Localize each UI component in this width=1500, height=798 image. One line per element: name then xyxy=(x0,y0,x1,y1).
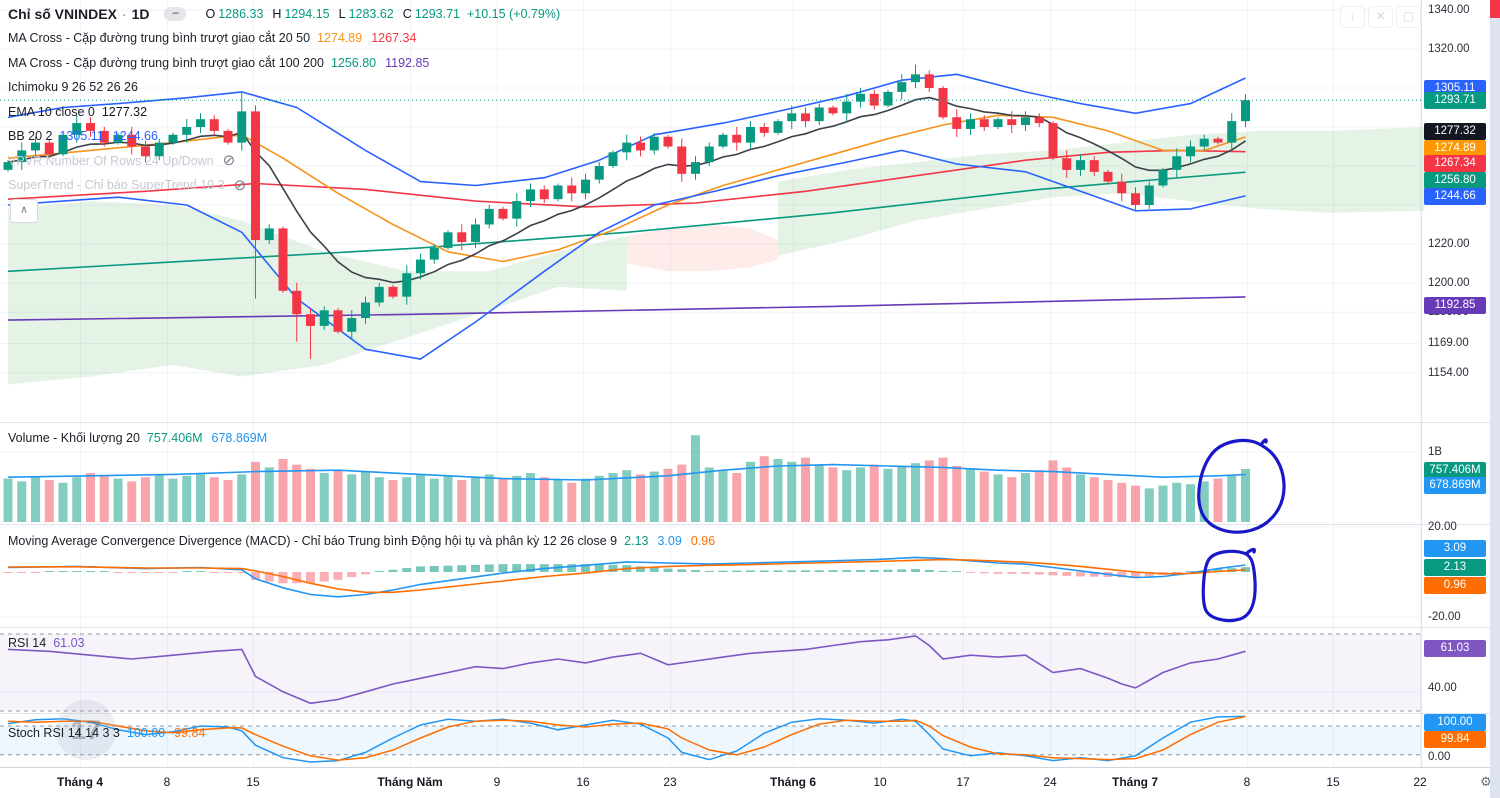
stoch-d-line xyxy=(7,715,1246,761)
axis-label: 1320.00 xyxy=(1428,43,1470,55)
main-indicators-legend: Chỉ số VNINDEX · 1D − O 1286.33 H 1294.15 … xyxy=(8,2,560,198)
scrollbar-marker xyxy=(1490,0,1500,18)
price-badge: 1274.89 xyxy=(1424,139,1486,157)
time-axis-label: Tháng 6 xyxy=(769,775,817,789)
price-badge: 1267.34 xyxy=(1424,154,1486,172)
macd-line xyxy=(7,556,1246,598)
interval-label[interactable]: 1D xyxy=(131,6,150,22)
time-axis-label: Tháng 7 xyxy=(1111,775,1159,789)
time-axis-label: 24 xyxy=(1043,775,1057,789)
indicator-row-ichimoku[interactable]: Ichimoku 9 26 52 26 26 xyxy=(8,80,138,95)
price-badge: 1192.85 xyxy=(1424,296,1486,314)
axis-label: 1200.00 xyxy=(1428,277,1470,289)
drawing-annotations xyxy=(1197,438,1286,623)
macd-signal-line xyxy=(7,558,1246,594)
axis-label: 1220.00 xyxy=(1428,238,1470,250)
price-badge: 3.09 xyxy=(1424,539,1486,557)
indicator-row-ma-cross-100-200[interactable]: MA Cross - Cặp đường trung bình trượt gi… xyxy=(8,55,430,70)
symbol-title[interactable]: Chỉ số VNINDEX xyxy=(8,6,117,22)
axis-label: -20.00 xyxy=(1428,611,1461,623)
time-axis-label: 8 xyxy=(163,775,171,789)
macd-legend[interactable]: Moving Average Convergence Divergence (M… xyxy=(8,534,716,548)
axis-label: 1B xyxy=(1428,446,1443,458)
axis-label: 1340.00 xyxy=(1428,4,1470,16)
candlestick-series xyxy=(3,64,1250,360)
title-separator: · xyxy=(121,6,127,22)
ma20-line xyxy=(7,114,1246,263)
price-badge: 1256.80 xyxy=(1424,171,1486,189)
indicator-row-ema[interactable]: EMA 10 close 0 1277.32 xyxy=(8,104,148,119)
bb_lower-line xyxy=(7,149,1246,360)
axis-label: 40.00 xyxy=(1428,682,1457,694)
broker-watermark: 17 xyxy=(56,700,116,760)
maximize-pane-button[interactable]: ▢ xyxy=(1396,6,1421,28)
time-axis-label: 9 xyxy=(493,775,501,789)
price-badge: 61.03 xyxy=(1424,639,1486,657)
time-axis-label: 15 xyxy=(1326,775,1340,789)
time-axis-label: 17 xyxy=(956,775,970,789)
ma200-line xyxy=(7,296,1246,321)
indicator-row-vpvr[interactable]: VPVR Number Of Rows 24 Up/Down ⊘ xyxy=(8,152,236,170)
time-axis-label: 15 xyxy=(246,775,260,789)
price-badge: 678.869M xyxy=(1424,476,1486,494)
price-axis[interactable]: 1340.001320.001220.001200.001185.001169.… xyxy=(1421,0,1491,767)
price-change: +10.15 (+0.79%) xyxy=(466,7,561,21)
price-badge: 0.96 xyxy=(1424,576,1486,594)
time-axis-label: Tháng Năm xyxy=(377,775,443,789)
axis-label: 20.00 xyxy=(1428,521,1457,533)
ichimoku-cloud xyxy=(8,127,1425,385)
visibility-off-icon[interactable]: ⊘ xyxy=(222,152,236,170)
ohlc-values: O 1286.33 H 1294.15 L 1283.62 C 1293.71 +10.… xyxy=(205,7,561,21)
minus-button[interactable]: − xyxy=(164,7,187,21)
gridlines xyxy=(0,0,1421,766)
time-axis-label: 10 xyxy=(873,775,887,789)
time-settings-gear-icon[interactable]: ⚙ xyxy=(1480,774,1492,789)
price-badge: 1293.71 xyxy=(1424,91,1486,109)
indicator-row-supertrend[interactable]: SuperTrend - Chỉ báo SuperTrend 10 3 ⊘ xyxy=(8,176,247,194)
price-badge: 100.00 xyxy=(1424,713,1486,731)
axis-label: 0.00 xyxy=(1428,751,1451,763)
volume-legend[interactable]: Volume - Khối lượng 20 757.406M 678.869M xyxy=(8,431,268,445)
price-badge: 1277.32 xyxy=(1424,122,1486,140)
time-axis-label: Tháng 4 xyxy=(56,775,104,789)
volume-ma-line xyxy=(7,463,1246,481)
price-badge: 757.406M xyxy=(1424,461,1486,479)
time-axis-label: 8 xyxy=(1243,775,1251,789)
time-axis-label: 16 xyxy=(576,775,590,789)
drawn-ellipse[interactable] xyxy=(1201,547,1257,623)
price-badge: 99.84 xyxy=(1424,730,1486,748)
time-axis-label: 23 xyxy=(663,775,677,789)
indicator-row-bb[interactable]: BB 20 2 1305.11 1244.66 xyxy=(8,129,158,144)
stoch-k-line xyxy=(7,715,1246,763)
price-badge: 1244.66 xyxy=(1424,187,1486,205)
time-axis-label: 22 xyxy=(1413,775,1427,789)
rsi-line xyxy=(7,635,1246,705)
axis-label: 1154.00 xyxy=(1428,366,1469,379)
rsi-series xyxy=(0,633,1421,712)
macd-series xyxy=(3,556,1250,598)
rsi-legend[interactable]: RSI 14 61.03 xyxy=(8,636,85,650)
right-scrollbar[interactable] xyxy=(1490,0,1500,798)
symbol-legend-row[interactable]: Chỉ số VNINDEX · 1D − O 1286.33 H 1294.15 … xyxy=(8,2,560,26)
close-pane-button[interactable]: ✕ xyxy=(1368,6,1393,28)
visibility-off-icon[interactable]: ⊘ xyxy=(233,176,247,194)
ma100-line xyxy=(7,171,1246,273)
pane-action-buttons: ↓ ✕ ▢ xyxy=(1340,6,1421,28)
stoch-rsi-series xyxy=(0,715,1421,763)
stoch-rsi-legend[interactable]: Stoch RSI 14 14 3 3 100.00 99.84 xyxy=(8,726,206,740)
indicator-row-ma-cross-20-50[interactable]: MA Cross - Cặp đường trung bình trượt gi… xyxy=(8,31,417,46)
collapse-legend-button[interactable]: ∧ xyxy=(10,199,38,223)
axis-label: 1169.00 xyxy=(1428,337,1469,350)
time-axis[interactable]: ⚙ Tháng 4 8 15 Tháng Năm 9 16 23 Tháng 6 10 17 24 T… xyxy=(0,767,1500,798)
drawn-ellipse[interactable] xyxy=(1197,438,1286,534)
move-pane-down-button[interactable]: ↓ xyxy=(1340,6,1365,28)
price-badge: 2.13 xyxy=(1424,558,1486,576)
volume-series xyxy=(3,435,1250,522)
